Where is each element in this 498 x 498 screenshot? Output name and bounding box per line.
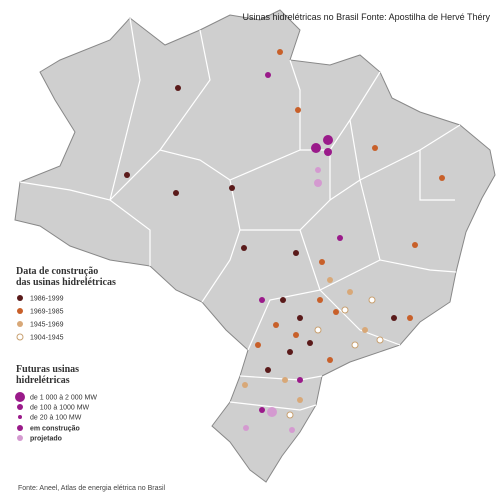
plants-1986-1999 [124, 85, 397, 373]
plant [372, 145, 378, 151]
plant [241, 245, 247, 251]
plant [297, 397, 303, 403]
plant [347, 289, 353, 295]
plant [323, 135, 333, 145]
plant [242, 382, 248, 388]
plant [265, 367, 271, 373]
plant [273, 322, 279, 328]
plant [293, 250, 299, 256]
brazil-outline [14, 9, 496, 483]
plant [376, 336, 384, 344]
plant [265, 72, 271, 78]
plant [297, 377, 303, 383]
plant [362, 327, 368, 333]
plant [341, 306, 349, 314]
legend-item: de 100 à 1000 MW [30, 405, 90, 412]
plant [337, 235, 343, 241]
plant [324, 148, 332, 156]
legend-item: projetado [30, 436, 62, 443]
plant [317, 297, 323, 303]
legend-item: de 1 000 à 2 000 MW [30, 395, 97, 402]
plant [412, 242, 418, 248]
plant [314, 179, 322, 187]
plant [407, 315, 413, 321]
plant [289, 427, 295, 433]
plant [295, 107, 301, 113]
plant [282, 377, 288, 383]
brazil-map [14, 9, 496, 483]
plant [286, 411, 294, 419]
plants-under-construction [259, 72, 343, 413]
map-title: Usinas hidrelétricas no Brasil Fonte: Ap… [243, 12, 491, 22]
legend-swatch [18, 415, 22, 419]
plant [327, 357, 333, 363]
legend-item: 1969-1985 [30, 309, 64, 316]
plant [311, 143, 321, 153]
legend: Data de construção das usinas hidrelétric… [15, 266, 116, 443]
plants-1904-1945 [286, 296, 384, 419]
legend-swatch [17, 321, 23, 327]
legend-swatch [17, 295, 23, 301]
legend-swatch [17, 404, 23, 410]
plant [243, 425, 249, 431]
legend-swatch [17, 425, 23, 431]
plants-projected [243, 167, 322, 433]
legend-item: de 20 à 100 MW [30, 415, 82, 422]
plants [124, 49, 445, 433]
plant [391, 315, 397, 321]
legend-swatch [17, 435, 23, 441]
legend-swatch [17, 308, 23, 314]
plant [277, 49, 283, 55]
plant [124, 172, 130, 178]
legend-item: 1945-1969 [30, 322, 64, 329]
plants-1969-1985 [255, 49, 445, 363]
plant [229, 185, 235, 191]
plant [315, 167, 321, 173]
plant [173, 190, 179, 196]
plant [259, 297, 265, 303]
plant [307, 340, 313, 346]
plant [259, 407, 265, 413]
plant [327, 277, 333, 283]
plant [280, 297, 286, 303]
plant [319, 259, 325, 265]
plant [293, 332, 299, 338]
legend-item: em construção [30, 426, 80, 433]
legend-swatch [16, 333, 24, 341]
plant [175, 85, 181, 91]
plant [368, 296, 376, 304]
plant [351, 341, 359, 349]
plant [314, 326, 322, 334]
plant [297, 315, 303, 321]
legend-item: 1904-1945 [30, 335, 64, 342]
legend-swatch [15, 392, 25, 402]
plant [255, 342, 261, 348]
plant [267, 407, 277, 417]
plants-1945-1969 [242, 277, 368, 403]
legend-title: Data de construção das usinas hidrelétric… [16, 266, 116, 288]
legend-item: 1986-1999 [30, 296, 64, 303]
plant [333, 309, 339, 315]
plant [287, 349, 293, 355]
plant [439, 175, 445, 181]
legend-title: Futuras usinas hidrelétricas [16, 364, 79, 386]
source-note: Fonte: Aneel, Atlas de energia elétrica … [18, 485, 166, 492]
